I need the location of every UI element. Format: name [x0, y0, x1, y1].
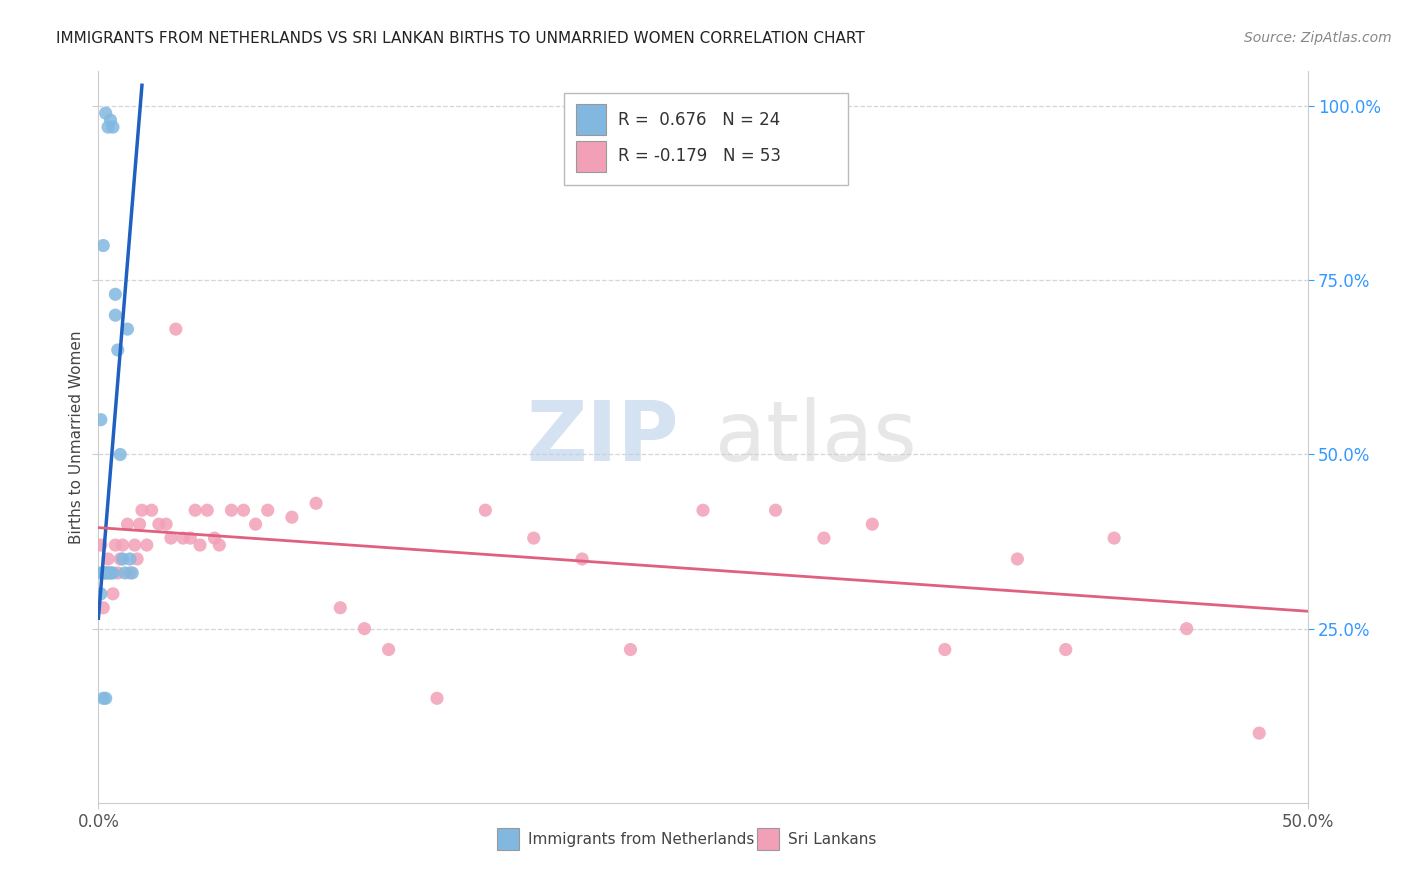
Point — [692, 503, 714, 517]
Point — [100, 566, 122, 580]
Point — [474, 503, 496, 517]
Text: Source: ZipAtlas.com: Source: ZipAtlas.com — [1244, 31, 1392, 45]
Point — [97, 566, 120, 580]
Point — [179, 531, 201, 545]
Point — [91, 600, 114, 615]
Point — [204, 531, 226, 545]
Text: R = -0.179   N = 53: R = -0.179 N = 53 — [619, 147, 782, 165]
Point — [101, 587, 124, 601]
Point — [1007, 552, 1029, 566]
Point — [131, 503, 153, 517]
Point — [90, 538, 112, 552]
Point — [90, 587, 112, 601]
Text: atlas: atlas — [716, 397, 917, 477]
Text: Immigrants from Netherlands: Immigrants from Netherlands — [527, 832, 754, 847]
Point — [128, 517, 150, 532]
Point — [148, 517, 170, 532]
Point — [97, 552, 120, 566]
Point — [100, 113, 122, 128]
Point — [1249, 726, 1271, 740]
Point — [100, 566, 122, 580]
Point — [117, 517, 139, 532]
Bar — [564, 94, 848, 185]
Point — [104, 538, 127, 552]
Point — [107, 566, 129, 580]
Point — [141, 503, 163, 517]
Text: Sri Lankans: Sri Lankans — [787, 832, 876, 847]
Text: IMMIGRANTS FROM NETHERLANDS VS SRI LANKAN BIRTHS TO UNMARRIED WOMEN CORRELATION : IMMIGRANTS FROM NETHERLANDS VS SRI LANKA… — [56, 31, 865, 46]
Point — [281, 510, 304, 524]
Point — [232, 503, 254, 517]
Text: ZIP: ZIP — [526, 397, 679, 477]
Bar — [576, 104, 606, 135]
Point — [208, 538, 231, 552]
Point — [571, 552, 593, 566]
Point — [111, 538, 134, 552]
Point — [305, 496, 328, 510]
Point — [91, 238, 114, 252]
Point — [94, 691, 117, 706]
Point — [155, 517, 177, 532]
Point — [111, 552, 134, 566]
Point — [765, 503, 787, 517]
Point — [934, 642, 956, 657]
Point — [94, 106, 117, 120]
Point — [91, 691, 114, 706]
Point — [619, 642, 641, 657]
Point — [97, 120, 120, 134]
Point — [188, 538, 211, 552]
Bar — [498, 829, 519, 850]
Point — [118, 552, 141, 566]
Point — [104, 308, 127, 322]
Point — [94, 566, 117, 580]
Point — [107, 343, 129, 357]
Point — [245, 517, 267, 532]
Point — [377, 642, 399, 657]
Point — [221, 503, 243, 517]
Point — [118, 566, 141, 580]
Point — [426, 691, 449, 706]
Point — [90, 566, 112, 580]
Text: R =  0.676   N = 24: R = 0.676 N = 24 — [619, 111, 780, 128]
Point — [1175, 622, 1198, 636]
Point — [121, 566, 143, 580]
Point — [353, 622, 375, 636]
Point — [165, 322, 187, 336]
Point — [195, 503, 218, 517]
Point — [1102, 531, 1125, 545]
Point — [104, 287, 127, 301]
Point — [94, 566, 117, 580]
Point — [135, 538, 157, 552]
Point — [117, 322, 139, 336]
Point — [114, 566, 136, 580]
Point — [101, 120, 124, 134]
Point — [108, 552, 131, 566]
Bar — [758, 829, 779, 850]
Point — [124, 538, 146, 552]
Point — [160, 531, 183, 545]
Point — [813, 531, 835, 545]
Point — [860, 517, 883, 532]
Point — [172, 531, 194, 545]
Point — [256, 503, 278, 517]
Point — [1054, 642, 1077, 657]
Point — [90, 412, 112, 426]
Point — [329, 600, 352, 615]
Point — [108, 448, 131, 462]
Point — [523, 531, 546, 545]
Y-axis label: Births to Unmarried Women: Births to Unmarried Women — [69, 330, 84, 544]
Point — [127, 552, 149, 566]
Point — [101, 566, 124, 580]
Point — [91, 566, 114, 580]
Point — [184, 503, 207, 517]
Bar — [576, 141, 606, 171]
